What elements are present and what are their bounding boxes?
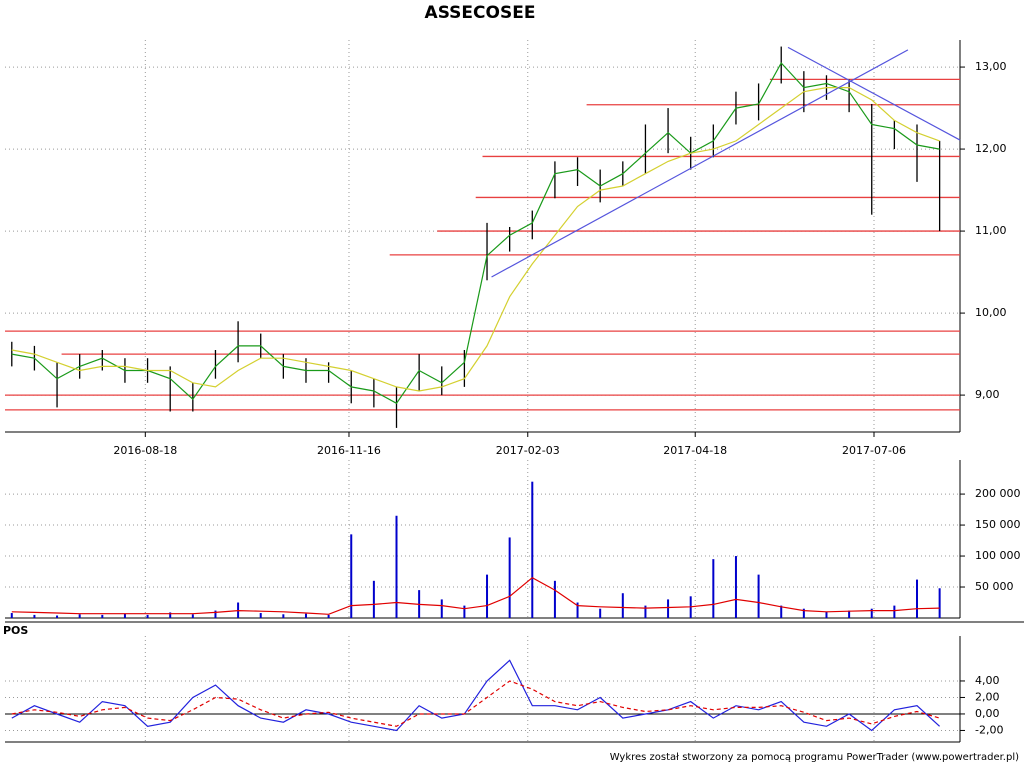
y-tick-label: 9,00 — [975, 388, 1000, 401]
volume-bar — [259, 613, 262, 618]
volume-bar — [531, 481, 534, 618]
volume-bar — [938, 588, 941, 618]
footer: Wykres został stworzony za pomocą progra… — [610, 752, 1019, 763]
y-tick-label: 50 000 — [975, 580, 1014, 593]
volume-bar — [802, 608, 805, 618]
series-line — [11, 87, 940, 392]
y-tick-label: 10,00 — [975, 306, 1007, 319]
x-tick-label: 2017-07-06 — [842, 444, 906, 457]
volume-bar — [191, 614, 194, 618]
y-tick-label: -2,00 — [975, 723, 1003, 736]
y-tick-label: 13,00 — [975, 60, 1007, 73]
x-tick-label: 2016-11-16 — [317, 444, 381, 457]
volume-bar — [508, 537, 511, 618]
volume-bar — [599, 608, 602, 618]
volume-bar — [327, 614, 330, 618]
y-tick-label: 2,00 — [975, 690, 1000, 703]
volume-bar — [282, 614, 285, 618]
series-line — [11, 576, 940, 615]
volume-bar — [893, 605, 896, 618]
y-tick-label: 150 000 — [975, 518, 1021, 531]
volume-bar — [56, 615, 59, 618]
volume-bar — [553, 580, 556, 618]
y-tick-label: 100 000 — [975, 549, 1021, 562]
volume-bar — [33, 614, 36, 618]
volume-bar — [848, 610, 851, 618]
y-tick-label: 0,00 — [975, 707, 1000, 720]
y-tick-label: 12,00 — [975, 142, 1007, 155]
volume-bar — [712, 559, 715, 618]
y-tick-label: 200 000 — [975, 487, 1021, 500]
volume-bar — [870, 608, 873, 618]
volume-bar — [621, 593, 624, 618]
trend-line — [491, 49, 909, 278]
volume-bar — [644, 605, 647, 618]
volume-bar — [916, 579, 919, 618]
volume-bar — [667, 599, 670, 618]
volume-bar — [395, 515, 398, 618]
volume-bar — [214, 610, 217, 618]
volume-bar — [486, 574, 489, 618]
x-tick-label: 2017-04-18 — [663, 444, 727, 457]
volume-bar — [734, 556, 737, 618]
volume-bar — [757, 574, 760, 618]
volume-bar — [350, 534, 353, 618]
volume-bar — [576, 602, 579, 618]
volume-bar — [123, 613, 126, 618]
x-tick-label: 2016-08-18 — [113, 444, 177, 457]
series-line — [11, 61, 940, 405]
series-line — [11, 680, 940, 727]
volume-bar — [463, 605, 466, 618]
trend-line — [787, 46, 961, 141]
panel-title: POS — [3, 624, 28, 637]
volume-bar — [440, 599, 443, 618]
volume-bar — [101, 614, 104, 618]
volume-bar — [169, 612, 172, 618]
volume-bar — [825, 611, 828, 618]
x-tick-label: 2017-02-03 — [496, 444, 560, 457]
y-tick-label: 11,00 — [975, 224, 1007, 237]
volume-bar — [10, 613, 13, 618]
y-tick-label: 4,00 — [975, 674, 1000, 687]
volume-bar — [78, 614, 81, 618]
volume-bar — [146, 614, 149, 618]
chart-title: ASSECOSEE — [425, 3, 536, 23]
volume-bar — [372, 580, 375, 618]
volume-bar — [780, 605, 783, 618]
volume-bar — [304, 613, 307, 618]
series-line — [11, 659, 941, 732]
